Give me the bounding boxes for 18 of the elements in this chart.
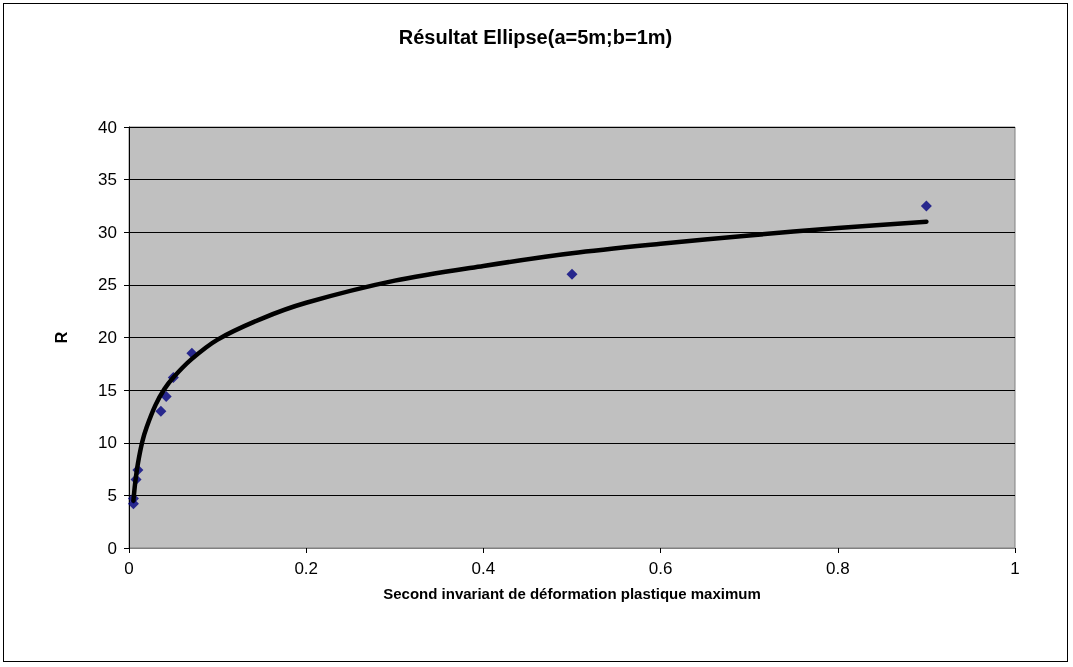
x-tick-label: 0.4 — [471, 559, 496, 578]
x-tick-label: 0 — [124, 559, 134, 578]
x-tick-label: 0.2 — [294, 559, 319, 578]
y-tick-label: 20 — [98, 328, 117, 347]
y-tick-label: 15 — [98, 380, 117, 400]
y-tick-label: 0 — [107, 538, 117, 558]
y-tick-label: 30 — [98, 222, 117, 242]
y-tick-label: 25 — [98, 275, 117, 295]
y-tick-label: 10 — [98, 433, 117, 453]
y-tick-label: 35 — [98, 170, 117, 190]
y-tick-label: 40 — [98, 117, 117, 137]
y-tick-label: 5 — [107, 485, 117, 505]
y-axis-title: R — [52, 331, 70, 344]
x-tick-label: 1 — [1010, 559, 1020, 578]
x-tick-label: 0.6 — [648, 559, 673, 578]
x-axis-title: Second invariant de déformation plastique maximum — [383, 585, 761, 602]
x-tick-label: 0.8 — [825, 559, 850, 578]
chart-title: Résultat Ellipse(a=5m;b=1m) — [398, 26, 673, 48]
